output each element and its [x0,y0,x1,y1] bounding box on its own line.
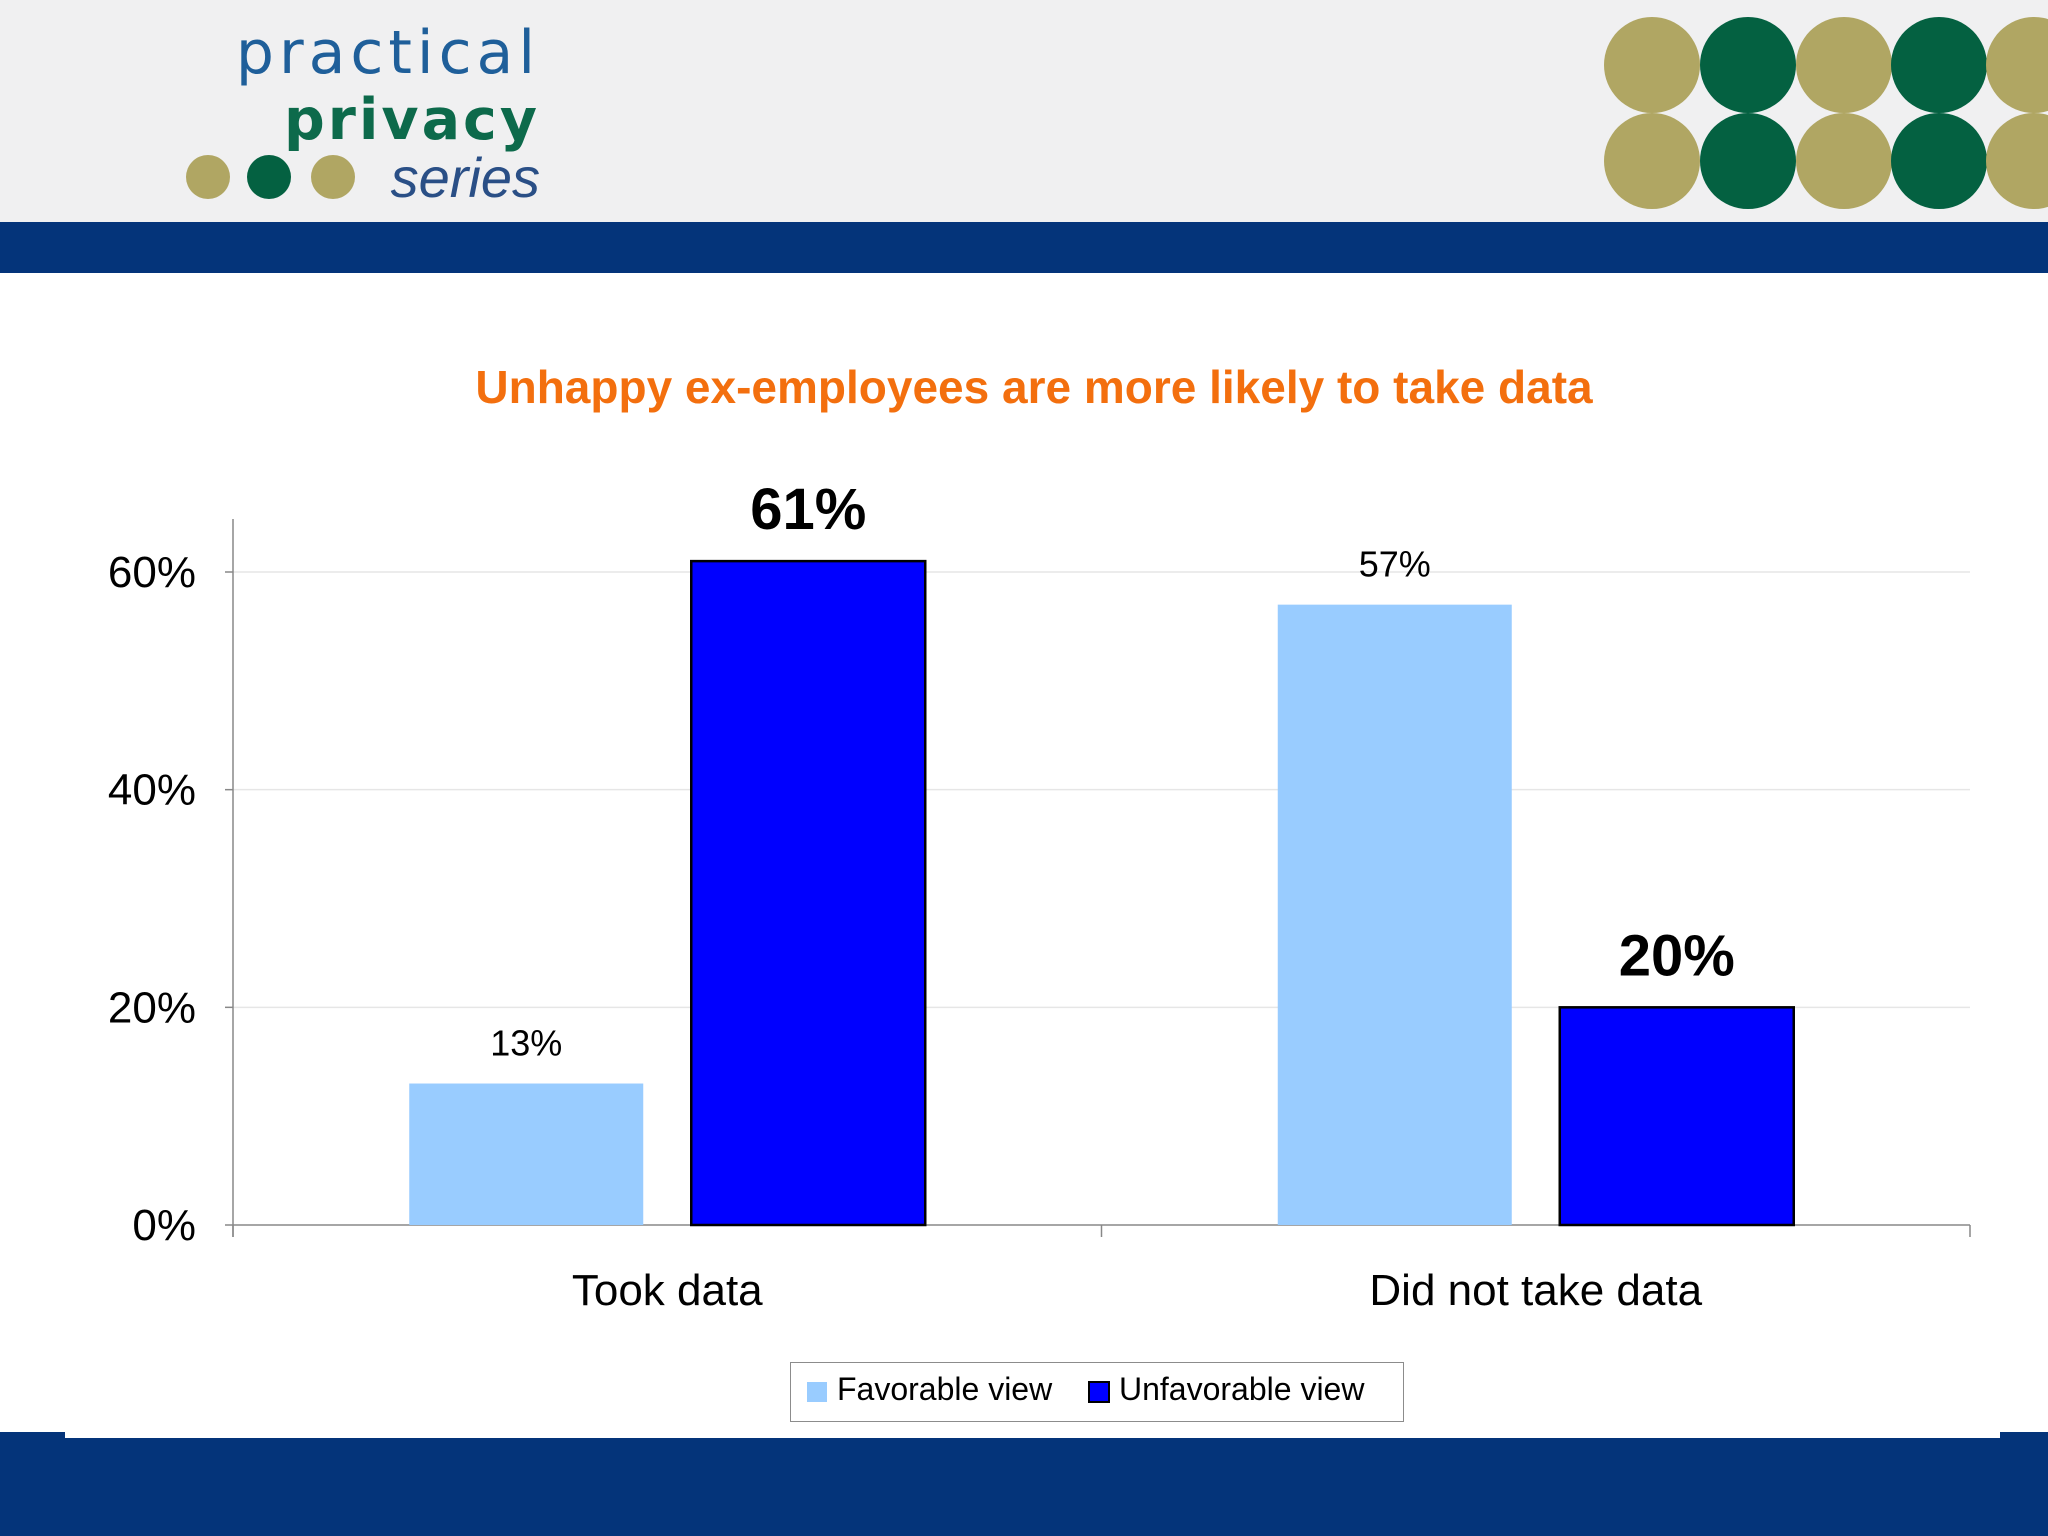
bar-unfavorable [690,559,927,1227]
legend: Favorable view Unfavorable view [790,1362,1404,1422]
bar-unfavorable [1558,1006,1795,1227]
footer-white-line [65,1432,2000,1438]
decor-circle-olive [1796,17,1892,113]
decor-circle-olive [1796,113,1892,209]
logo-dot-olive-2 [311,155,355,199]
decor-circle-olive [1604,17,1700,113]
data-label: 13% [490,1023,562,1064]
logo-dot-olive-1 [186,155,230,199]
bar-favorable [1277,604,1512,1225]
decor-circle-green [1891,113,1987,209]
legend-label-favorable: Favorable view [837,1371,1053,1407]
y-tick-label: 0% [132,1201,196,1250]
chart-title: Unhappy ex-employees are more likely to … [475,361,1593,413]
decor-circle-green [1700,17,1796,113]
y-tick-label: 60% [108,548,196,597]
logo-word-series: series [390,146,540,209]
legend-swatch-unfavorable [1088,1381,1110,1403]
x-category-label: Took data [572,1266,763,1315]
header-bar: practical privacy series [0,0,2048,222]
legend-items: Favorable view Unfavorable view [807,1371,1365,1407]
bar-chart: 0% 20% 40% 60% 13% 61% Took data 57% 20% Did not … [108,477,1971,1315]
decor-circle-green [1891,17,1987,113]
bars [409,559,1795,1227]
decor-circle-olive [1604,113,1700,209]
legend-label-unfavorable: Unfavorable view [1119,1371,1365,1407]
logo-dot-green [247,155,291,199]
labels: 0% 20% 40% 60% 13% 61% Took data 57% 20% Did not … [108,477,1735,1315]
data-label: 61% [750,477,866,542]
navy-divider-band [0,222,2048,273]
logo-word-practical: practical [235,18,540,88]
footer-band [0,1432,2048,1536]
data-label: 20% [1619,923,1735,988]
legend-swatch-favorable [807,1382,827,1402]
y-tick-label: 20% [108,983,196,1032]
x-category-label: Did not take data [1369,1266,1702,1315]
logo-word-privacy: privacy [283,87,540,153]
data-label: 57% [1359,544,1431,585]
bar-favorable [409,1083,644,1225]
decor-circle-green [1700,113,1796,209]
y-tick-label: 40% [108,766,196,815]
